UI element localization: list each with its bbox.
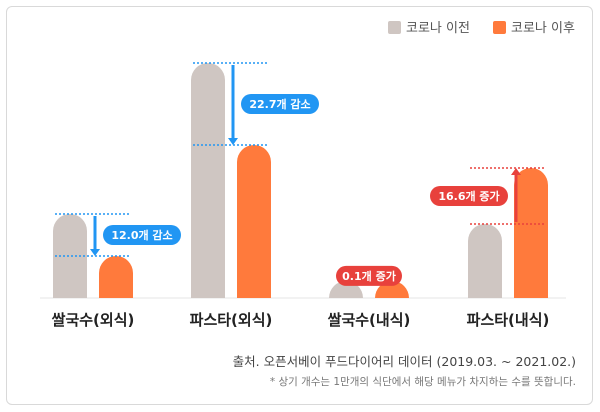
legend: 코로나 이전 코로나 이후 xyxy=(388,21,575,36)
legend-swatch xyxy=(493,21,506,34)
change-arrow-head xyxy=(90,249,100,256)
change-badge-text: 22.7개 감소 xyxy=(249,97,310,111)
bar-after xyxy=(99,256,133,298)
change-badge-text: 0.1개 증가 xyxy=(342,269,396,283)
bar-before xyxy=(53,214,87,298)
bar-before xyxy=(468,224,502,298)
change-badge xyxy=(103,225,181,245)
change-badge xyxy=(241,94,319,114)
legend-label: 코로나 이전 xyxy=(406,21,470,36)
bar-after xyxy=(237,145,271,298)
source-text: 출처. 오픈서베이 푸드다이어리 데이터 (2019.03. ~ 2021.02… xyxy=(232,354,576,369)
legend-swatch xyxy=(388,21,401,34)
category-label: 파스타(내식) xyxy=(467,311,550,329)
category-label: 쌀국수(내식) xyxy=(328,311,411,329)
legend-label: 코로나 이후 xyxy=(511,21,575,36)
change-badge-text: 16.6개 증가 xyxy=(438,189,499,203)
category-label: 쌀국수(외식) xyxy=(52,311,135,329)
legend-item-0: 코로나 이전 xyxy=(388,21,470,36)
bar-after xyxy=(514,168,548,298)
footnote-text: * 상기 개수는 1만개의 식단에서 해당 메뉴가 차지하는 수를 뜻합니다. xyxy=(269,376,576,388)
bar-before xyxy=(191,63,225,298)
change-arrow-head xyxy=(511,168,521,175)
change-badge-text: 12.0개 감소 xyxy=(111,228,172,242)
change-badge xyxy=(430,186,508,206)
legend-item-1: 코로나 이후 xyxy=(493,21,575,36)
change-arrow-head xyxy=(228,138,238,145)
change-badge xyxy=(336,265,402,286)
category-label: 파스타(외식) xyxy=(190,311,273,329)
